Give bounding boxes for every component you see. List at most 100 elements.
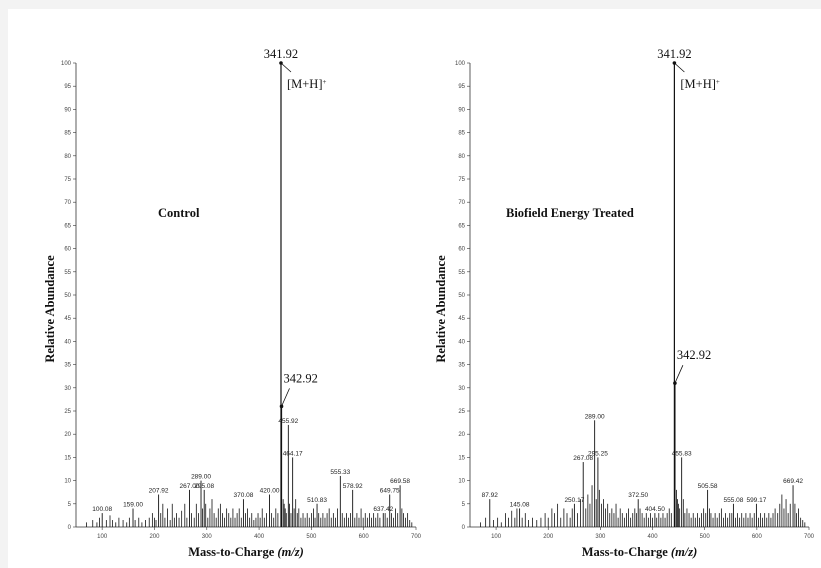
isotope-peak-dot: [673, 381, 677, 385]
ion-annotation: [M+H]+: [680, 77, 720, 91]
y-tick-label: 65: [458, 223, 465, 229]
x-tick-label: 700: [804, 534, 815, 540]
x-tick-label: 100: [491, 534, 502, 540]
x-tick-label: 500: [700, 534, 711, 540]
peak-label: 295.08: [194, 483, 214, 490]
y-tick-label: 5: [68, 502, 72, 508]
peak-label: 100.08: [92, 506, 112, 513]
y-tick-label: 95: [458, 84, 465, 90]
y-tick-label: 80: [64, 154, 71, 160]
spectrum-panel-1: 0 5 10 15 20 25 30 35 40 45 50 55 60 65 70 75 80 85 90 95 10…: [434, 47, 815, 559]
base-peak-leader: [280, 62, 292, 73]
x-tick-label: 200: [149, 534, 160, 540]
y-tick-label: 95: [64, 84, 71, 90]
base-peak-leader: [674, 62, 685, 73]
y-tick-label: 55: [64, 270, 71, 276]
ion-annotation: [M+H]+: [287, 77, 327, 91]
y-tick-label: 85: [458, 131, 465, 137]
isotope-peak-leader: [674, 364, 684, 384]
peak-label: 87.92: [482, 492, 499, 499]
y-axis-label: Relative Abundance: [43, 255, 57, 363]
mass-spectra-svg: 0510152025303540455055606570758085909510…: [43, 47, 815, 559]
base-peak-label: 341.92: [264, 47, 298, 61]
peak-label: 420.00: [260, 488, 280, 495]
y-tick-label: 60: [64, 247, 71, 253]
y-tick-label: 100: [61, 61, 72, 67]
x-tick-label: 200: [543, 534, 554, 540]
x-tick-label: 400: [648, 534, 659, 540]
y-tick-label: 85: [64, 131, 71, 137]
peak-label: 464.17: [283, 450, 303, 457]
peak-label: 510.83: [307, 497, 327, 504]
y-tick-label: 55: [458, 270, 465, 276]
y-tick-label: 10: [64, 479, 71, 485]
y-tick-label: 35: [458, 363, 465, 369]
x-tick-label: 300: [202, 534, 213, 540]
peak-label: 669.58: [390, 478, 410, 485]
peak-label: 159.00: [123, 501, 143, 508]
peak-label: 250.17: [564, 497, 584, 504]
y-tick-label: 30: [458, 386, 465, 392]
y-tick-label: 20: [64, 432, 71, 438]
x-tick-label: 100: [97, 534, 108, 540]
peak-label: 637.42: [373, 506, 393, 513]
peak-label: 145.08: [510, 501, 530, 508]
base-peak-label: 341.92: [657, 47, 691, 61]
panel-title: Biofield Energy Treated: [506, 206, 634, 220]
x-tick-label: 400: [254, 534, 265, 540]
y-tick-label: 45: [458, 316, 465, 322]
y-tick-label: 90: [64, 107, 71, 113]
x-axis-label: Mass-to-Charge (m/z): [582, 545, 698, 559]
base-peak-dot: [279, 61, 283, 65]
y-tick-label: 100: [455, 61, 466, 67]
x-tick-label: 700: [411, 534, 422, 540]
y-axis-label: Relative Abundance: [434, 255, 448, 363]
peak-label: 555.08: [723, 497, 743, 504]
peak-label: 505.58: [698, 483, 718, 490]
y-tick-label: 30: [64, 386, 71, 392]
spectrum-panel-0: 0 5 10 15 20 25 30 35 40 45 50 55 60 65 70 75 80 85 90 95 10…: [43, 47, 422, 559]
peak-label: 267.08: [573, 455, 593, 462]
mass-spectra-figure: 0 5 10 15 20 25 30 35 40 45 50 55 60 65 70 75 80 85 90 95 10…: [8, 9, 821, 568]
peak-label: 267.00: [180, 483, 200, 490]
isotope-peak-leader: [281, 388, 290, 407]
peak-label: 669.42: [783, 478, 803, 485]
peak-label: 455.83: [672, 450, 692, 457]
peak-label: 289.00: [191, 474, 211, 481]
y-tick-label: 45: [64, 316, 71, 322]
y-tick-label: 50: [458, 293, 465, 299]
y-tick-label: 25: [64, 409, 71, 415]
panel-title: Control: [158, 206, 200, 220]
y-tick-label: 40: [64, 339, 71, 345]
y-tick-label: 75: [458, 177, 465, 183]
y-tick-label: 0: [462, 525, 466, 531]
x-tick-label: 300: [595, 534, 606, 540]
y-tick-label: 15: [64, 455, 71, 461]
x-tick-label: 600: [359, 534, 370, 540]
x-tick-label: 600: [752, 534, 763, 540]
peak-label: 649.75: [380, 488, 400, 495]
y-tick-label: 40: [458, 339, 465, 345]
y-tick-label: 50: [64, 293, 71, 299]
y-tick-label: 0: [68, 525, 72, 531]
y-tick-label: 10: [458, 479, 465, 485]
peak-label: 555.33: [330, 469, 350, 476]
isotope-peak-label: 342.92: [284, 371, 318, 385]
peak-label: 370.08: [233, 492, 253, 499]
y-tick-label: 75: [64, 177, 71, 183]
x-tick-label: 500: [306, 534, 317, 540]
y-tick-label: 70: [458, 200, 465, 206]
peak-label: 372.50: [628, 492, 648, 499]
base-peak-dot: [672, 61, 677, 65]
y-tick-label: 65: [64, 223, 71, 229]
y-tick-label: 20: [458, 432, 465, 438]
y-tick-label: 5: [462, 502, 466, 508]
isotope-peak-label: 342.92: [677, 348, 711, 362]
peak-label: 578.92: [343, 483, 363, 490]
y-tick-label: 35: [64, 363, 71, 369]
y-tick-label: 60: [458, 247, 465, 253]
x-axis-label: Mass-to-Charge (m/z): [188, 545, 304, 559]
peak-label: 207.92: [149, 488, 169, 495]
peak-label: 404.50: [645, 506, 665, 513]
peak-label: 599.17: [746, 497, 766, 504]
